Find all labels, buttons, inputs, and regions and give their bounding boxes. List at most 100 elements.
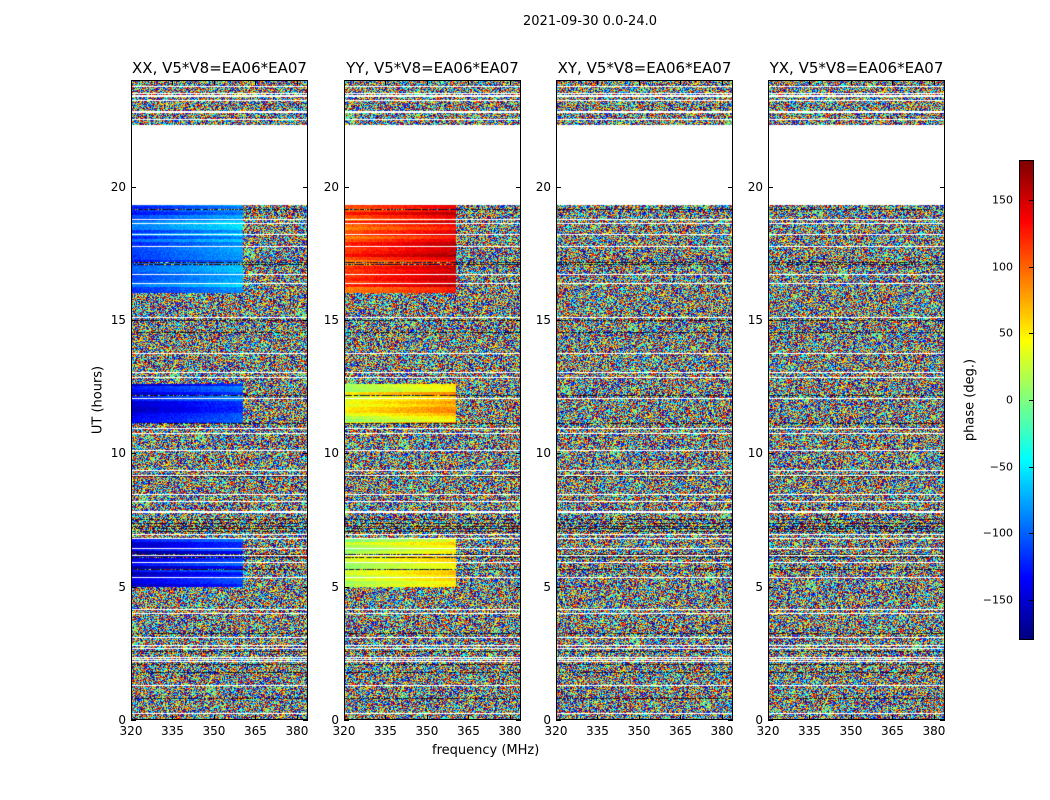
x-tick-label: 335 — [586, 724, 609, 738]
heatmap-xx — [131, 80, 308, 720]
x-tick-label: 380 — [922, 724, 946, 738]
y-axis-label: UT (hours) — [90, 365, 106, 435]
x-tick-mark-top — [809, 80, 811, 85]
y-tick-mark-right — [940, 586, 945, 588]
y-tick-label: 15 — [747, 313, 763, 327]
x-tick-mark — [509, 715, 511, 720]
colorbar-tick-label: −50 — [989, 460, 1013, 474]
x-tick-mark — [721, 715, 723, 720]
panel-title-yy: YY, V5*V8=EA06*EA07 — [346, 59, 519, 77]
x-tick-mark-top — [556, 80, 557, 85]
x-tick-label: 380 — [710, 724, 734, 738]
x-tick-mark-top — [768, 80, 769, 85]
y-tick-label: 5 — [118, 579, 126, 594]
x-tick-mark — [385, 715, 387, 720]
y-tick-mark — [344, 586, 349, 588]
x-tick-mark-top — [721, 80, 723, 85]
x-tick-mark — [892, 715, 894, 720]
y-tick-label: 15 — [323, 313, 339, 327]
x-tick-mark — [172, 715, 174, 720]
x-tick-mark-top — [213, 80, 215, 85]
colorbar-tick-mark — [1029, 266, 1034, 268]
colorbar-tick-label: −100 — [982, 526, 1013, 540]
y-tick-label: 5 — [331, 579, 339, 594]
y-tick-label: 10 — [747, 446, 763, 461]
x-tick-mark — [344, 715, 345, 720]
x-tick-mark — [213, 715, 215, 720]
x-tick-mark — [638, 715, 640, 720]
x-tick-label: 320 — [544, 724, 568, 738]
heatmap-yx — [768, 80, 945, 720]
x-tick-mark — [680, 715, 682, 720]
y-tick-mark-right — [516, 586, 521, 588]
y-tick-mark — [556, 586, 561, 588]
x-tick-mark-top — [426, 80, 428, 85]
x-tick-mark — [131, 715, 132, 720]
x-tick-mark-top — [468, 80, 470, 85]
x-tick-label: 365 — [457, 724, 480, 738]
y-tick-mark-right — [940, 453, 945, 455]
y-tick-mark — [344, 320, 349, 321]
x-tick-label: 335 — [161, 724, 184, 738]
y-tick-mark — [768, 720, 773, 721]
y-tick-mark-right — [303, 453, 308, 455]
x-tick-mark-top — [892, 80, 894, 85]
y-tick-mark — [768, 320, 773, 321]
x-tick-label: 380 — [285, 724, 309, 738]
x-axis-label: frequency (MHz) — [432, 743, 540, 758]
y-tick-mark-right — [516, 720, 521, 721]
x-tick-mark — [933, 715, 935, 720]
x-tick-mark — [850, 715, 852, 720]
colorbar-tick-label: 50 — [999, 326, 1013, 340]
colorbar-tick-label: 100 — [992, 260, 1013, 274]
panel-title-yx: YX, V5*V8=EA06*EA07 — [769, 59, 944, 77]
x-tick-mark-top — [680, 80, 682, 85]
y-tick-mark-right — [728, 586, 733, 588]
heatmap-yy — [344, 80, 521, 720]
x-tick-mark — [768, 715, 769, 720]
x-tick-label: 365 — [669, 724, 692, 738]
y-tick-mark — [344, 720, 349, 721]
x-tick-label: 350 — [627, 724, 651, 738]
x-tick-label: 320 — [332, 724, 356, 738]
y-tick-mark — [556, 320, 561, 321]
colorbar-tick-mark — [1029, 200, 1034, 201]
x-tick-label: 335 — [374, 724, 397, 738]
y-tick-mark — [344, 453, 349, 455]
heatmap-xy — [556, 80, 733, 720]
y-tick-mark-right — [728, 720, 733, 721]
y-tick-label: 20 — [535, 179, 551, 194]
colorbar-tick-mark — [1029, 533, 1034, 535]
colorbar-tick-mark — [1029, 466, 1034, 468]
y-tick-mark — [131, 320, 136, 321]
y-tick-mark-right — [303, 186, 308, 188]
colorbar-tick-label: −150 — [982, 593, 1013, 607]
y-tick-mark-right — [728, 186, 733, 188]
x-tick-label: 350 — [415, 724, 439, 738]
x-tick-label: 320 — [119, 724, 143, 738]
x-tick-mark-top — [850, 80, 852, 85]
y-tick-label: 15 — [110, 313, 126, 327]
x-tick-mark — [296, 715, 298, 720]
x-tick-mark — [809, 715, 811, 720]
y-tick-mark-right — [940, 720, 945, 721]
y-tick-mark — [131, 720, 136, 721]
x-tick-mark-top — [131, 80, 132, 85]
y-tick-mark — [344, 186, 349, 188]
y-tick-mark — [131, 186, 136, 188]
y-tick-label: 20 — [110, 179, 126, 194]
colorbar-label: phase (deg.) — [962, 358, 978, 442]
x-tick-mark-top — [344, 80, 345, 85]
x-tick-label: 320 — [756, 724, 780, 738]
y-tick-label: 10 — [323, 446, 339, 461]
y-tick-label: 20 — [747, 179, 763, 194]
figure-title: 2021-09-30 0.0-24.0 — [523, 14, 657, 29]
y-tick-label: 20 — [323, 179, 339, 194]
x-tick-mark-top — [172, 80, 174, 85]
y-tick-label: 0 — [118, 713, 126, 727]
y-tick-label: 15 — [535, 313, 551, 327]
y-tick-label: 5 — [543, 579, 551, 594]
x-tick-mark-top — [933, 80, 935, 85]
y-tick-mark — [556, 186, 561, 188]
